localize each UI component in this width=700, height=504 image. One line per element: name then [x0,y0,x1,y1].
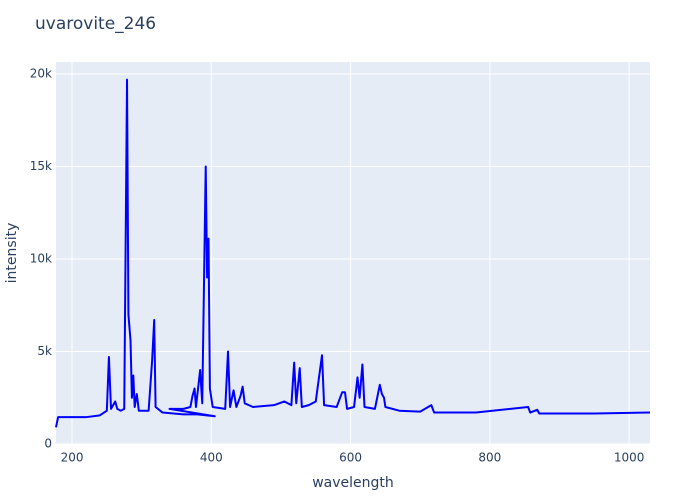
chart-title: uvarovite_246 [35,14,156,34]
y-tick-label: 5k [37,344,52,358]
x-tick-label: 400 [200,451,223,465]
x-tick-label: 600 [339,451,362,465]
line [55,78,651,428]
y-tick-label: 15k [30,159,52,173]
x-tick-label: 800 [478,451,501,465]
x-axis-title: wavelength [312,475,394,491]
x-tick-label: 200 [61,451,84,465]
y-axis-title: intensity [4,223,20,284]
x-tick-label: 1000 [614,451,645,465]
y-tick-label: 10k [30,252,52,266]
y-tick-label: 20k [30,67,52,81]
plot-area [56,62,650,444]
y-tick-label: 0 [44,437,52,451]
